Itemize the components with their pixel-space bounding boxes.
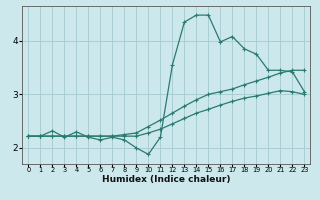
X-axis label: Humidex (Indice chaleur): Humidex (Indice chaleur) — [102, 175, 231, 184]
